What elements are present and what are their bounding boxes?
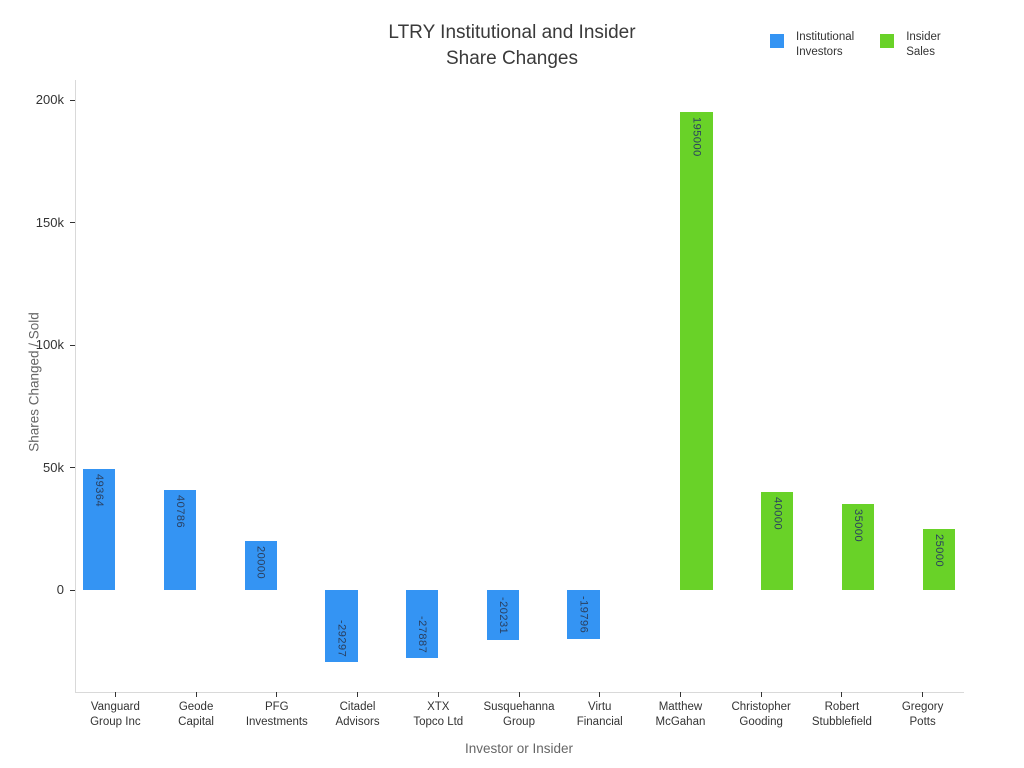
x-tick-label-geode-capital: Geode Capital [178, 701, 214, 728]
x-tick-label-citadel-advisors: Citadel Advisors [335, 701, 380, 728]
legend-label: Institutional Investors [796, 31, 855, 58]
chart-title-line2: Share Changes [445, 48, 579, 69]
x-tick-mark [679, 692, 681, 697]
x-tick-label-susquehanna-group: Susquehanna Group [483, 701, 555, 728]
y-axis-spine [75, 80, 76, 693]
y-tick-label: 100k [35, 337, 64, 352]
bar-geode-capital[interactable] [163, 490, 197, 590]
x-tick-label-pfg-investments: PFG Investments [245, 701, 308, 728]
legend-label: Insider Sales [906, 31, 941, 58]
legend-swatch-icon [880, 34, 895, 48]
legend-swatch-icon [770, 34, 784, 48]
y-tick-mark [70, 99, 75, 101]
chart-title-line1: LTRY Institutional and Insider [388, 22, 636, 43]
bar-susquehanna-group[interactable] [486, 590, 519, 640]
y-tick-label: 50k [43, 459, 64, 475]
x-tick-label-virtu-financial: Virtu Financial [576, 701, 623, 728]
bar-citadel-advisors[interactable] [325, 590, 358, 662]
chart-title: LTRY Institutional and Insider Share Cha… [0, 20, 1024, 72]
legend-item-insider-sales[interactable]: Insider Sales [880, 30, 941, 60]
y-tick-label: 0 [56, 582, 64, 597]
bar-xtx-topco-ltd[interactable] [405, 590, 439, 659]
x-tick-mark [599, 692, 601, 697]
y-tick-mark [70, 467, 75, 468]
bar-vanguard-group-inc[interactable] [83, 469, 116, 590]
x-tick-label-vanguard-group-inc: Vanguard Group Inc [90, 701, 141, 728]
x-tick-label-xtx-topco-ltd: XTX Topco Ltd [413, 701, 464, 728]
legend: Institutional Investors Insider Sales [770, 30, 941, 60]
legend-item-institutional-investors[interactable]: Institutional Investors [770, 30, 854, 60]
y-tick-mark [70, 222, 75, 223]
bar-christopher-gooding[interactable] [761, 492, 794, 590]
x-tick-label-robert-stubblefield: Robert Stubblefield [811, 701, 872, 728]
x-tick-mark [922, 692, 924, 697]
bar-robert-stubblefield[interactable] [841, 504, 875, 590]
y-tick-mark [70, 344, 75, 346]
x-tick-label-gregory-potts: Gregory Potts [901, 701, 944, 728]
bar-pfg-investments[interactable] [244, 541, 277, 590]
x-tick-label-christopher-gooding: Christopher Gooding [731, 701, 791, 728]
x-axis-spine [75, 692, 964, 693]
bar-matthew-mcgahan[interactable] [680, 112, 713, 590]
y-tick-label: 150k [35, 214, 64, 230]
x-tick-mark [357, 692, 359, 697]
y-tick-label: 200k [35, 92, 64, 107]
x-tick-mark [114, 692, 116, 697]
x-tick-mark [760, 692, 762, 697]
y-axis-title: Shares Changed / Sold [26, 312, 42, 452]
bar-virtu-financial[interactable] [567, 590, 600, 639]
x-tick-mark [195, 692, 197, 697]
x-tick-mark [841, 692, 843, 697]
x-tick-mark [437, 692, 439, 697]
x-tick-mark [276, 692, 278, 697]
y-tick-mark [70, 589, 75, 591]
bar-gregory-potts[interactable] [922, 528, 955, 590]
x-tick-label-matthew-mcgahan: Matthew McGahan [655, 701, 706, 728]
x-axis-title: Investor or Insider [464, 741, 574, 756]
x-tick-mark [518, 692, 520, 697]
